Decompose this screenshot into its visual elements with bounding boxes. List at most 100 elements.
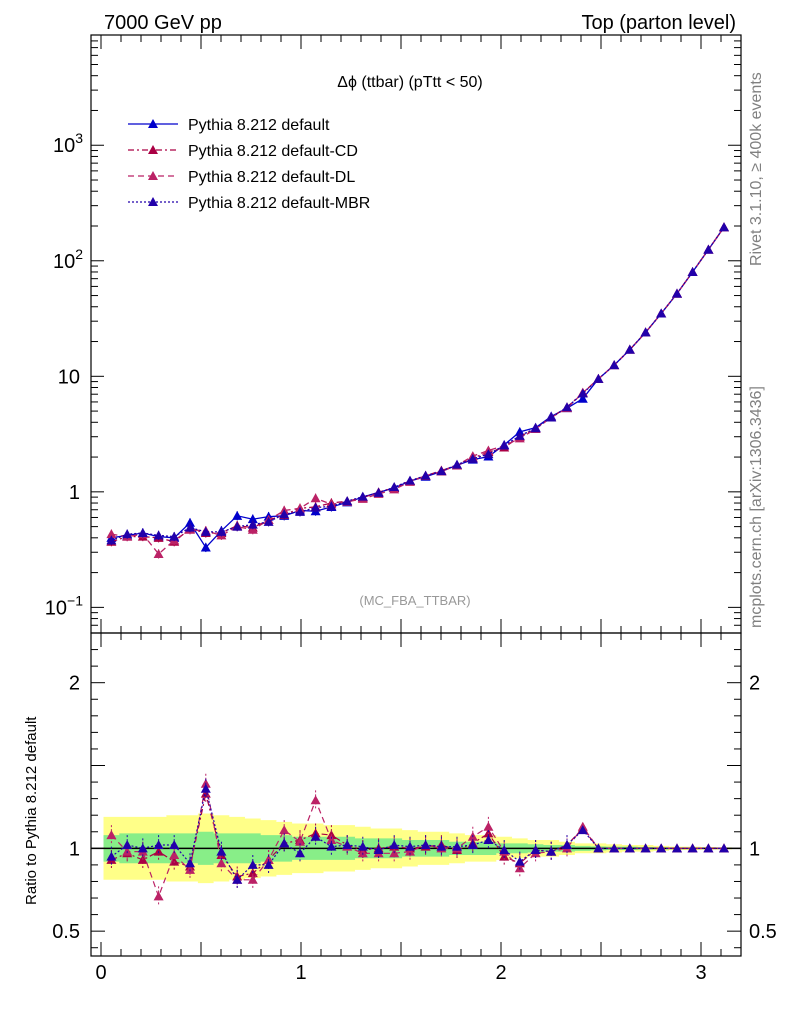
ratio-point-s2-37 xyxy=(687,843,698,853)
main-point-s2-3 xyxy=(153,548,164,558)
ratio-axes: 0.5 0.5 1 1 2 2 0 1 2 3 xyxy=(52,632,777,984)
ratio-point-s2-30 xyxy=(577,825,588,835)
main-point-s3-20 xyxy=(420,470,431,480)
ratio-point-s1-12 xyxy=(295,836,305,846)
source-label: mcplots.cern.ch [arXiv:1306.3436] xyxy=(748,386,765,628)
main-point-s3-21 xyxy=(436,466,447,476)
main-ytick-label-3: 102 xyxy=(53,246,83,273)
main-point-s3-4 xyxy=(169,531,180,541)
main-point-s3-26 xyxy=(514,430,525,440)
ratio-point-s2-16 xyxy=(357,841,368,851)
main-point-s3-14 xyxy=(326,501,337,511)
main-point-s3-19 xyxy=(405,475,415,485)
main-point-s3-25 xyxy=(499,440,510,450)
main-point-s3-36 xyxy=(672,288,682,298)
ratio-ytick-label-right-1: 1 xyxy=(749,838,760,860)
main-point-s3-8 xyxy=(232,521,243,531)
main-annotation: (MC_FBA_TTBAR) xyxy=(359,593,470,608)
main-point-s3-15 xyxy=(342,496,353,506)
ratio-y-label: Ratio to Pythia 8.212 default xyxy=(23,716,40,905)
ratio-point-s2-12 xyxy=(295,848,305,858)
main-point-s3-37 xyxy=(687,266,698,276)
main-point-s3-33 xyxy=(624,344,635,354)
main-point-s3-6 xyxy=(200,526,211,536)
main-point-s3-35 xyxy=(656,308,667,318)
main-point-s0-9 xyxy=(247,514,258,524)
main-point-s3-23 xyxy=(467,453,478,463)
main-title: Δϕ (ttbar) (pTtt < 50) xyxy=(337,74,482,91)
main-ytick-label-1: 1 xyxy=(69,482,80,504)
legend-label-cd: Pythia 8.212 default-CD xyxy=(188,143,358,160)
main-plot-area xyxy=(106,222,729,559)
main-point-s3-9 xyxy=(247,519,258,529)
legend-label-mbr: Pythia 8.212 default-MBR xyxy=(188,195,370,212)
ratio-panel: Ratio to Pythia 8.212 default 0.5 0.5 1 1 2 2… xyxy=(23,632,777,984)
ratio-point-s1-13 xyxy=(310,795,321,805)
ratio-point-s2-14 xyxy=(326,841,337,851)
ratio-point-s2-23 xyxy=(467,840,478,850)
ratio-point-s2-13 xyxy=(310,831,321,841)
main-point-s3-1 xyxy=(122,529,133,539)
main-line-series-1 xyxy=(111,226,725,543)
ratio-point-s2-26 xyxy=(514,856,525,866)
main-point-s3-5 xyxy=(185,522,195,532)
main-point-s3-18 xyxy=(389,482,400,492)
ratio-point-s2-0 xyxy=(106,851,117,861)
ratio-point-s2-7 xyxy=(216,846,227,856)
main-point-s3-29 xyxy=(562,402,572,412)
main-point-s3-11 xyxy=(279,509,290,519)
main-point-s3-16 xyxy=(357,491,368,501)
main-ytick-label-4: 103 xyxy=(53,130,83,157)
main-point-s3-32 xyxy=(609,360,620,370)
main-line-series-2 xyxy=(111,226,725,555)
ratio-line-series-2 xyxy=(111,788,724,881)
ratio-point-s2-29 xyxy=(562,840,572,850)
main-line-series-3 xyxy=(111,226,725,542)
ratio-point-s2-17 xyxy=(373,844,384,854)
main-point-s0-8 xyxy=(232,510,243,520)
legend-entry-cd: Pythia 8.212 default-CD xyxy=(128,143,358,160)
main-point-s3-0 xyxy=(106,535,117,545)
ratio-ytick-label-left-1: 1 xyxy=(69,838,80,860)
ratio-point-s2-22 xyxy=(452,841,462,851)
ratio-point-s2-28 xyxy=(546,846,557,856)
main-point-s3-39 xyxy=(719,222,729,232)
ratio-point-s2-5 xyxy=(185,858,195,868)
legend-marker-mbr xyxy=(148,197,158,206)
legend-marker-dl xyxy=(148,171,158,180)
main-point-s0-6 xyxy=(200,542,211,552)
ratio-xtick-label-0: 0 xyxy=(95,962,106,984)
ratio-point-s2-2 xyxy=(137,843,148,853)
ratio-point-s2-19 xyxy=(405,841,415,851)
ratio-point-s1-9 xyxy=(247,874,258,884)
main-point-s0-30 xyxy=(577,393,588,403)
legend-marker-default xyxy=(148,119,158,128)
ratio-point-s1-3 xyxy=(153,891,164,901)
ratio-point-s2-11 xyxy=(279,838,290,848)
main-point-s3-34 xyxy=(640,327,651,337)
ratio-point-s2-35 xyxy=(656,843,667,853)
main-point-s2-13 xyxy=(310,493,321,503)
ratio-point-s1-11 xyxy=(279,825,290,835)
header-right: Top (parton level) xyxy=(581,12,736,34)
ratio-point-s2-10 xyxy=(263,859,274,869)
ratio-point-s2-24 xyxy=(483,835,494,845)
legend-entry-mbr: Pythia 8.212 default-MBR xyxy=(128,195,370,212)
ratio-point-s2-39 xyxy=(719,843,729,853)
ratio-point-s1-24 xyxy=(483,821,494,831)
ratio-point-s1-19 xyxy=(405,846,415,856)
main-ytick-label-0: 10−1 xyxy=(45,592,83,619)
ratio-point-s2-15 xyxy=(342,840,353,850)
ratio-plot-area xyxy=(91,773,741,907)
main-point-s3-24 xyxy=(483,449,494,459)
main-point-s3-13 xyxy=(310,502,321,512)
ratio-point-s2-20 xyxy=(420,840,431,850)
ratio-point-s2-9 xyxy=(247,859,258,869)
main-line-series-0 xyxy=(111,226,725,549)
ratio-point-s2-36 xyxy=(672,843,682,853)
main-point-s0-5 xyxy=(185,517,195,527)
ratio-xtick-label-1: 1 xyxy=(295,962,306,984)
ratio-point-s2-27 xyxy=(530,844,541,854)
ratio-point-s2-6 xyxy=(200,783,211,793)
